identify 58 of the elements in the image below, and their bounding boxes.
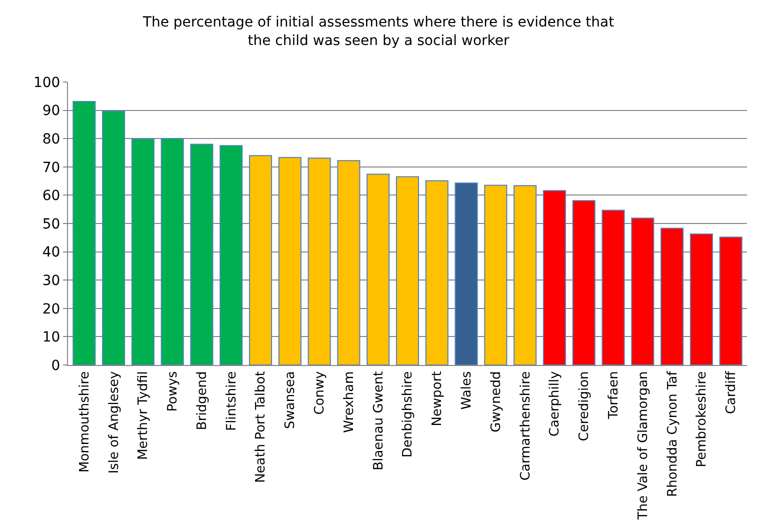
bar [484, 184, 508, 365]
x-tick-label: Caerphilly [548, 370, 563, 437]
chart-title: The percentage of initial assessments where there is evidence that the child was seen by a social worker [142, 14, 615, 49]
x-tick-label: Flintshire [224, 371, 240, 431]
bar [690, 233, 713, 365]
y-tick-label: 80 [42, 132, 60, 148]
bar [425, 180, 448, 365]
y-tick-label: 60 [42, 188, 60, 204]
y-tick-label: 90 [42, 103, 60, 120]
x-tick-label: Isle of Anglesey [106, 370, 122, 474]
x-tick-label: Powys [166, 370, 181, 412]
bar [278, 157, 302, 365]
bar [131, 138, 154, 365]
bar [660, 228, 684, 365]
bar [572, 200, 596, 365]
x-tick-label: Denbighshire [400, 371, 416, 458]
bar [337, 160, 360, 365]
bar [160, 138, 184, 365]
x-tick-label: Ceredigion [577, 371, 592, 442]
bar [366, 174, 390, 365]
bar [396, 176, 420, 365]
x-tick-label: Gwynedd [488, 371, 504, 432]
x-tick-label: Merthyr Tydfil [136, 371, 152, 460]
x-tick-label: Pembrokeshire [694, 371, 710, 468]
x-tick-label: The Vale of Glamorgan [636, 371, 651, 521]
bar [308, 158, 331, 365]
x-tick-label: Conwy [312, 370, 328, 415]
y-tick-label: 50 [42, 216, 60, 232]
x-tick-label: Rhondda Cynon Taf [665, 370, 680, 497]
y-tick-label: 0 [51, 358, 60, 374]
y-tick-label: 20 [42, 301, 60, 318]
bar [542, 190, 566, 365]
x-tick-label: Bridgend [194, 371, 210, 430]
y-tick-label: 40 [42, 244, 60, 261]
x-tick-label: Blaenau Gwent [371, 371, 386, 470]
bar [72, 101, 96, 365]
x-tick-label: Wrexham [342, 371, 357, 433]
x-tick-label: Torfaen [606, 371, 622, 420]
bar [102, 110, 126, 365]
y-tick-label: 100 [33, 74, 60, 91]
y-tick-label: 30 [42, 273, 60, 289]
bar [249, 155, 272, 365]
x-tick-label: Newport [430, 371, 446, 426]
x-tick-label: Neath Port Talbot [254, 371, 269, 483]
y-tick-label: 70 [42, 160, 60, 176]
bar [719, 236, 742, 365]
bar [602, 210, 625, 365]
bar [514, 185, 537, 365]
x-tick-label: Carmarthenshire [518, 371, 534, 481]
x-tick-label: Monmouthshire [77, 371, 92, 472]
x-tick-label: Wales [460, 370, 475, 410]
bar [631, 218, 654, 365]
x-tick-label: Swansea [283, 371, 298, 430]
bar [190, 144, 214, 365]
y-tick-label: 10 [42, 330, 60, 346]
bar [454, 182, 478, 365]
x-tick-label: Cardiff [724, 370, 740, 414]
bar [220, 145, 243, 365]
